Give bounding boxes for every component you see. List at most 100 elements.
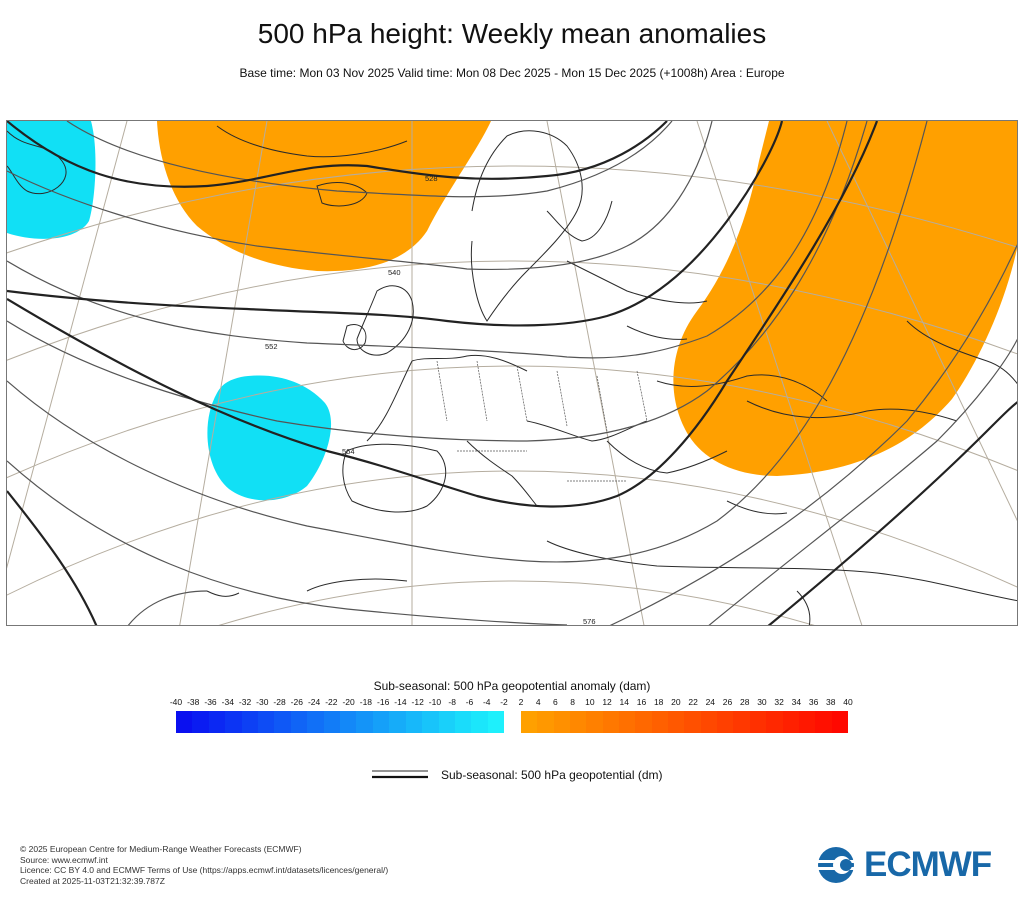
contour-label: 528 [425,174,438,183]
colorbar-positive-swatch [635,711,652,733]
colorbar-tick-label: -8 [448,697,456,707]
colorbar-negative-swatch [405,711,423,733]
licence-text: Licence: CC BY 4.0 and ECMWF Terms of Us… [20,865,389,875]
colorbar-tick-labels: -40 -38 -36 -34 -32 -30 -28 -26 -24 -22 -20 -18 -16-… [0,697,1024,709]
colorbar-tick-label: -18 [359,697,373,707]
colorbar-positive-swatch [553,711,571,733]
contour-540 [7,121,784,327]
created-text: Created at 2025-11-03T21:32:39.787Z [20,875,165,886]
colorbar-positive-swatch [766,711,783,733]
colorbar-positive-swatch [717,711,734,733]
colorbar-tick-label: 6 [553,697,558,707]
colorbar-tick-label: -2 [500,697,508,707]
colorbar-tick-label: -16 [377,697,390,707]
colorbar-tick-label: 38 [826,697,836,707]
colorbar-negative-swatch [225,711,242,733]
contour-label: 540 [388,268,401,277]
colorbar-negative-swatch [372,711,390,733]
colorbar-tick-label: 32 [774,697,784,707]
colorbar-tick-label: -10 [428,697,442,707]
anomaly-region-eastern-europe [673,121,1017,476]
contour-564 [7,121,879,508]
colorbar-tick-label: 12 [602,697,612,707]
colorbar-tick-label: 2 [518,697,524,707]
contour-label: 552 [265,342,278,351]
colorbar-positive-swatch [749,711,767,733]
colorbar-positive-swatch [815,711,832,733]
colorbar-negative-swatch [307,711,324,733]
footer-credits: © 2025 European Centre for Medium-Range … [20,844,388,886]
colorbar-tick-label: 40 [843,697,853,707]
colorbar-negative-swatch [192,711,209,733]
colorbar-tick-label: 26 [722,697,733,707]
colorbar-tick-label: -38 [187,697,200,707]
colorbar-tick-label: -30 [256,697,269,707]
anomaly-region-iberia-offshore [207,375,332,501]
colorbar-tick-label: 24 [705,697,716,707]
colorbar-negative-swatch [471,711,488,733]
colorbar-tick-label: 16 [636,697,647,707]
colorbar-negative-swatch [487,711,505,733]
colorbar-positive-swatch [651,711,669,733]
colorbar-tick-label: -22 [325,697,338,707]
contour-528 [7,121,668,188]
colorbar-tick-label: 14 [619,697,629,707]
map-panel[interactable]: 528 540 552 564 576 [6,120,1018,626]
anomaly-region-iceland-greenland [157,121,491,272]
colorbar-negative-swatch [258,711,275,733]
colorbar-tick-label: -20 [342,697,355,707]
colorbar-tick-label: -24 [307,697,321,707]
colorbar-positive-swatch [700,711,718,733]
colorbar-tick-label: -14 [394,697,407,707]
colorbar-positive [521,711,848,733]
colorbar-positive-swatch [668,711,685,733]
europe-map: 528 540 552 564 576 [7,121,1017,626]
colorbar-tick-label: 10 [585,697,595,707]
colorbar-positive-swatch [570,711,587,733]
colorbar-positive-swatch [831,711,848,733]
colorbar-tick-label: 22 [688,697,698,707]
colorbar-tick-label: -12 [411,697,424,707]
colorbar-tick-label: -36 [204,697,217,707]
ecmwf-logo-icon[interactable] [812,846,1008,884]
colorbar-positive-swatch [798,711,816,733]
source-text: Source: www.ecmwf.int [20,854,108,865]
colorbar-negative-swatch [356,711,373,733]
colorbar-tick-label: 4 [535,697,541,707]
contour-line-legend-swatch [372,770,428,779]
contour-576 [7,490,98,625]
colorbar-tick-label: -26 [290,697,303,707]
colorbar-negative-swatch [323,711,341,733]
colorbar-negative-swatch [454,711,472,733]
colorbar-negative-swatch [438,711,455,733]
colorbar-negative-swatch [389,711,406,733]
colorbar-positive-swatch [619,711,636,733]
anomaly-region-northwest-atlantic [7,121,96,239]
colorbar-positive-swatch [602,711,620,733]
colorbar-tick-label: 28 [740,697,750,707]
contour-label: 576 [583,617,596,626]
colorbar-negative-swatch [241,711,259,733]
colorbar-tick-label: 36 [808,697,819,707]
colorbar-tick-label: -6 [465,697,474,707]
colorbar-negative-swatch [290,711,308,733]
colorbar-negative-swatch [208,711,226,733]
copyright-text: © 2025 European Centre for Medium-Range … [20,844,302,854]
colorbar-title: Sub-seasonal: 500 hPa geopotential anoma… [373,679,651,693]
colorbar-tick-label: 18 [653,697,664,707]
colorbar-tick-label: 30 [757,697,767,707]
colorbar-tick-label: -40 [169,697,183,707]
colorbar-positive-swatch [733,711,750,733]
contour-label: 564 [342,447,355,456]
colorbar-positive-swatch [521,711,538,733]
colorbar-tick-label: 8 [570,697,575,707]
colorbar-negative-swatch [274,711,291,733]
colorbar-positive-swatch [537,711,554,733]
page-subtitle: Base time: Mon 03 Nov 2025 Valid time: M… [239,66,785,80]
page-title: 500 hPa height: Weekly mean anomalies [257,18,767,49]
colorbar-positive-swatch [684,711,701,733]
colorbar-tick-label: -34 [221,697,234,707]
colorbar-positive-swatch [782,711,799,733]
colorbar-negative-swatch [176,711,193,733]
colorbar-negative [176,711,505,733]
